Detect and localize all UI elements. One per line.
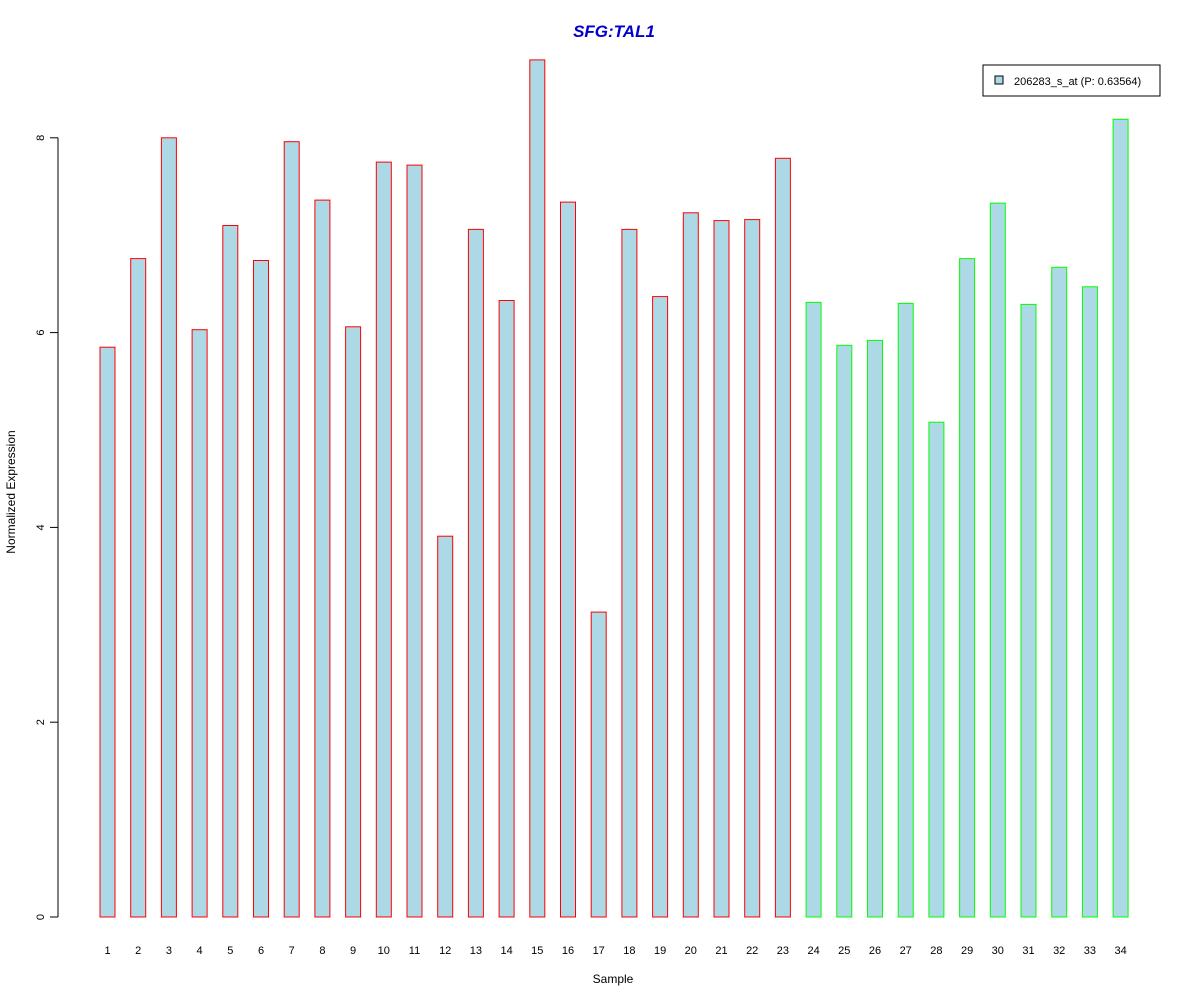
bar-sample-30 [989,202,1006,918]
bar-sample-33 [1081,286,1098,918]
bar-sample-28 [928,421,945,918]
bar-sample-16 [560,201,576,918]
x-tick-label: 2 [135,945,141,957]
x-tick-label: 14 [500,945,512,957]
x-tick-label: 20 [685,945,697,957]
x-tick-label: 4 [197,945,203,957]
bar-sample-14 [498,300,515,918]
x-tick-label: 23 [777,945,789,957]
bar-sample-15 [529,59,546,918]
bar-sample-24 [805,301,822,918]
x-tick-label: 11 [409,945,420,957]
bar-sample-21 [713,220,730,918]
x-tick-label: 22 [746,945,758,957]
bar-sample-4 [191,329,208,918]
bar-sample-18 [621,228,638,918]
bar-sample-27 [897,302,914,918]
x-tick-label: 1 [104,945,110,957]
legend: 206283_s_at (P: 0.63564) [982,64,1161,97]
x-tick-label: 33 [1084,945,1096,957]
x-tick-label: 24 [807,945,819,957]
y-tick-label: 0 [35,914,47,920]
x-axis-label: Sample [593,972,634,986]
bar-sample-12 [437,535,454,918]
x-tick-label: 5 [227,945,233,957]
bar-sample-10 [375,161,392,918]
x-tick-label: 25 [838,945,850,957]
bar-sample-34 [1112,118,1129,918]
bar-sample-17 [590,611,607,918]
x-tick-label: 6 [258,945,264,957]
x-tick-label: 13 [470,945,482,957]
legend-swatch [994,75,1004,85]
bar-sample-1 [99,346,116,918]
y-tick-label: 2 [35,719,47,725]
x-tick-label: 28 [930,945,942,957]
bar-sample-3 [160,137,177,918]
bar-sample-32 [1051,266,1068,918]
bar-sample-22 [744,219,761,918]
x-tick-label: 8 [319,945,325,957]
y-tick-label: 4 [35,524,47,530]
x-tick-label: 3 [166,945,172,957]
x-tick-label: 10 [378,945,390,957]
bar-sample-25 [836,344,853,918]
legend-box [982,64,1161,97]
bar-sample-11 [406,164,423,918]
bar-sample-19 [652,296,669,918]
x-tick-labels: 1 2 3 4 5 6 7 8 9 10 11 12 13 14 15 16 17 18 19 20 21 22 23 24 2… [104,945,1126,957]
bars-group [99,59,1129,918]
bar-sample-31 [1020,303,1037,918]
x-tick-label: 29 [961,945,973,957]
x-tick-label: 15 [531,945,543,957]
x-tick-label: 27 [900,945,912,957]
bar-sample-2 [130,258,147,918]
x-tick-label: 17 [593,945,605,957]
x-tick-label: 30 [992,945,1004,957]
bar-sample-13 [467,228,484,918]
bar-sample-29 [959,258,976,918]
y-axis-label: Normalized Expression [4,430,18,553]
x-tick-label: 7 [289,945,295,957]
x-tick-label: 18 [623,945,635,957]
bar-sample-20 [682,212,699,918]
x-tick-label: 34 [1114,945,1126,957]
x-tick-label: 21 [715,945,727,957]
x-tick-label: 19 [654,945,666,957]
y-tick-label: 6 [35,330,47,336]
bar-sample-26 [867,339,883,918]
bar-sample-9 [345,326,362,918]
bar-sample-6 [253,260,269,918]
bar-sample-23 [774,157,791,918]
bar-sample-8 [314,199,331,918]
x-tick-label: 31 [1022,945,1034,957]
bar-sample-7 [283,141,300,918]
x-tick-label: 32 [1053,945,1065,957]
y-axis: 0 2 4 6 8 [35,135,59,920]
legend-label: 206283_s_at (P: 0.63564) [1014,76,1141,88]
x-tick-label: 9 [350,945,356,957]
bar-sample-5 [222,225,239,918]
x-tick-label: 12 [439,945,451,957]
y-tick-label: 8 [35,135,47,141]
x-tick-label: 26 [869,945,881,957]
chart-title: SFG:TAL1 [573,22,655,41]
x-tick-label: 16 [562,945,574,957]
